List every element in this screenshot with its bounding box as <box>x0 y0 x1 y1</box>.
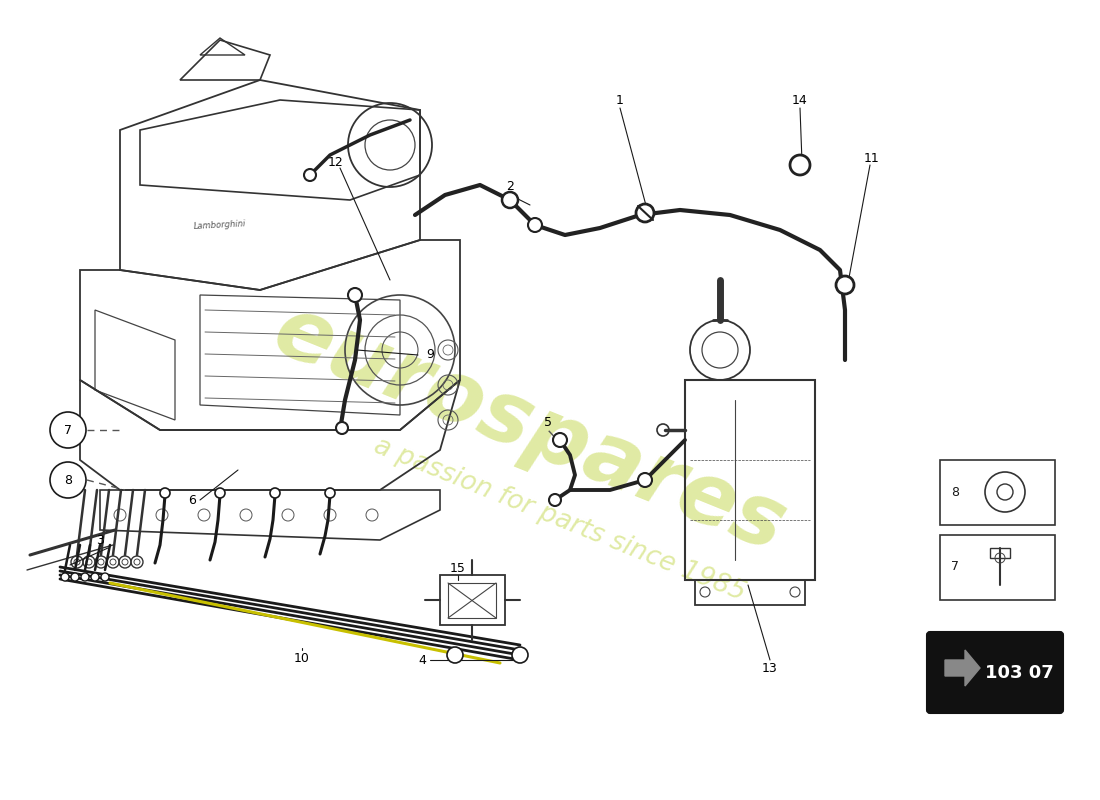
Text: 7: 7 <box>64 423 72 437</box>
Text: 2: 2 <box>506 181 514 194</box>
Text: 103 07: 103 07 <box>984 664 1054 682</box>
FancyBboxPatch shape <box>927 632 1063 713</box>
Text: 5: 5 <box>544 415 552 429</box>
Circle shape <box>72 573 79 581</box>
Circle shape <box>348 288 362 302</box>
Text: 12: 12 <box>328 155 344 169</box>
Text: 3: 3 <box>96 534 103 546</box>
Text: 1: 1 <box>616 94 624 106</box>
Circle shape <box>836 276 854 294</box>
Circle shape <box>214 488 225 498</box>
Text: 4: 4 <box>418 654 426 666</box>
Circle shape <box>336 422 348 434</box>
Circle shape <box>636 204 654 222</box>
Text: Lamborghini: Lamborghini <box>194 219 246 231</box>
Text: 15: 15 <box>450 562 466 574</box>
Circle shape <box>512 647 528 663</box>
Circle shape <box>790 155 810 175</box>
Text: 7: 7 <box>952 561 959 574</box>
Circle shape <box>553 433 566 447</box>
Circle shape <box>304 169 316 181</box>
Bar <box>940 535 1055 600</box>
Bar <box>440 575 505 625</box>
Circle shape <box>50 462 86 498</box>
Circle shape <box>270 488 280 498</box>
Text: 11: 11 <box>865 151 880 165</box>
Circle shape <box>528 218 542 232</box>
Circle shape <box>324 488 336 498</box>
Circle shape <box>997 484 1013 500</box>
Text: 9: 9 <box>426 349 433 362</box>
Text: 6: 6 <box>188 494 196 506</box>
Bar <box>990 548 1010 558</box>
Circle shape <box>638 473 652 487</box>
Text: 8: 8 <box>64 474 72 486</box>
Text: 13: 13 <box>762 662 778 674</box>
Circle shape <box>160 488 170 498</box>
Polygon shape <box>945 650 980 686</box>
Circle shape <box>549 494 561 506</box>
Circle shape <box>502 192 518 208</box>
Bar <box>448 583 496 618</box>
Text: 10: 10 <box>294 651 310 665</box>
Circle shape <box>101 573 109 581</box>
Circle shape <box>81 573 89 581</box>
Text: 8: 8 <box>952 486 959 498</box>
Text: a passion for parts since 1985: a passion for parts since 1985 <box>371 434 749 606</box>
Bar <box>940 460 1055 525</box>
Text: 14: 14 <box>792 94 807 106</box>
Circle shape <box>447 647 463 663</box>
Circle shape <box>91 573 99 581</box>
Circle shape <box>50 412 86 448</box>
Text: eurospares: eurospares <box>262 290 798 570</box>
Circle shape <box>60 573 69 581</box>
